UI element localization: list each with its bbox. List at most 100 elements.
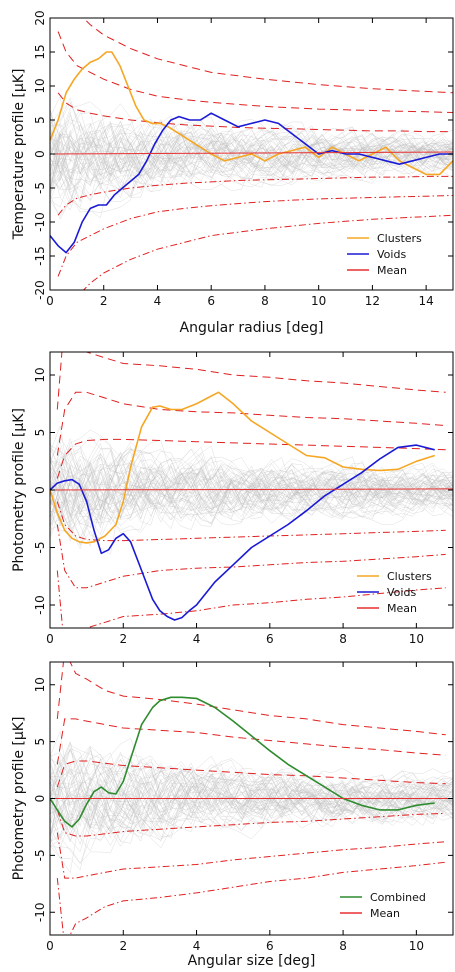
simulation-line: [50, 435, 453, 520]
series-lines: [50, 391, 453, 621]
x-tick-label: 6: [207, 294, 215, 308]
simulation-line: [50, 463, 453, 521]
simulation-line: [50, 759, 453, 830]
simulation-line: [50, 119, 453, 213]
series-line-clusters: [50, 391, 435, 544]
simulation-line: [50, 126, 453, 177]
y-tick-label: 5: [33, 116, 47, 124]
x-tick-label: 4: [193, 939, 201, 953]
panel-photometry-combined: 0 2 4 6 8 10 -10 -5 0 5 10 Angular size [deg] Phot…: [11, 661, 454, 969]
confidence-envelope: [82, 18, 453, 94]
confidence-envelope: [56, 861, 446, 935]
x-tick-label: 8: [339, 632, 347, 646]
simulation-line: [50, 748, 453, 837]
confidence-envelope: [57, 31, 453, 113]
simulation-line: [50, 752, 453, 837]
simulation-line: [50, 467, 453, 526]
simulation-line: [50, 132, 453, 203]
y-tick-label: -15: [33, 246, 47, 266]
simulation-line: [50, 446, 453, 524]
simulation-line: [50, 457, 453, 537]
confidence-envelope: [56, 501, 446, 542]
simulation-line: [50, 131, 453, 203]
y-tick-label: 5: [33, 429, 47, 437]
simulation-line: [50, 761, 453, 829]
y-tick-label: -10: [33, 902, 47, 922]
simulation-lines: [50, 730, 453, 874]
y-tick-label: -10: [33, 212, 47, 232]
simulation-line: [50, 461, 453, 521]
simulation-line: [50, 102, 453, 172]
confidence-envelope: [56, 352, 446, 410]
x-axis-label: Angular size [deg]: [188, 953, 316, 969]
x-tick-label: 14: [418, 294, 433, 308]
simulation-line: [50, 462, 453, 529]
y-axis-label: Temperature profile [μK]: [11, 69, 27, 241]
x-tick-label: 4: [154, 294, 162, 308]
confidence-envelope: [56, 718, 446, 765]
confidence-envelope: [57, 195, 453, 277]
confidence-envelope: [56, 438, 446, 479]
simulation-line: [50, 750, 453, 825]
simulation-line: [50, 769, 453, 853]
panel-photometry-clusters-voids: 0 2 4 6 8 10 -10 -5 0 5 10 Photometry profile [μK]…: [11, 351, 454, 646]
simulation-line: [50, 751, 453, 841]
simulation-line: [50, 757, 453, 836]
simulation-line: [50, 768, 453, 832]
confidence-envelope: [56, 832, 446, 879]
y-axis-label: Photometry profile [μK]: [11, 408, 27, 572]
series-line-clusters: [50, 51, 453, 176]
simulation-line: [50, 437, 453, 525]
simulation-line: [50, 751, 453, 823]
legend-label-voids: Voids: [377, 248, 406, 261]
simulation-line: [50, 741, 453, 831]
confidence-envelope: [56, 524, 446, 589]
x-tick-label: 2: [119, 939, 127, 953]
simulation-line: [50, 124, 453, 196]
simulation-lines: [50, 425, 453, 555]
axis-ticks: 0 2 4 6 8 10 12 14 -20 -15 -10 -5 0 5 10 15 20: [33, 10, 453, 308]
confidence-envelope: [56, 570, 446, 628]
envelope-lines: [56, 352, 446, 628]
simulation-line: [50, 763, 453, 847]
legend-label-clusters: Clusters: [387, 570, 432, 583]
simulation-line: [50, 133, 453, 195]
simulation-line: [50, 445, 453, 529]
x-tick-label: 10: [311, 294, 326, 308]
legend: Clusters Voids Mean: [347, 232, 422, 277]
panel-temperature-profile: 0 2 4 6 8 10 12 14 -20 -15 -10 -5 0 5 10 15 20 Angular r…: [11, 10, 454, 336]
y-tick-label: -10: [33, 595, 47, 615]
simulation-line: [50, 755, 453, 833]
x-axis-label: Angular radius [deg]: [180, 320, 324, 336]
simulation-line: [50, 761, 453, 865]
simulation-line: [50, 468, 453, 538]
axis-ticks: 0 2 4 6 8 10 -10 -5 0 5 10: [33, 352, 453, 646]
series-line-mean: [50, 151, 453, 155]
x-tick-label: 0: [46, 939, 54, 953]
y-tick-label: 5: [33, 738, 47, 746]
simulation-line: [50, 120, 453, 187]
simulation-line: [50, 118, 453, 191]
confidence-envelope: [56, 760, 446, 788]
series-lines: [50, 51, 453, 254]
x-tick-label: 8: [261, 294, 269, 308]
simulation-line: [50, 124, 453, 191]
legend: Combined Mean: [340, 891, 426, 920]
y-tick-label: -5: [33, 542, 47, 554]
y-tick-label: 20: [33, 10, 47, 25]
y-axis-label: Photometry profile [μK]: [11, 717, 27, 881]
y-tick-label: 0: [33, 150, 47, 158]
confidence-envelope: [56, 391, 446, 456]
simulation-line: [50, 767, 453, 846]
series-line-voids: [50, 112, 453, 254]
simulation-line: [50, 468, 453, 525]
series-line-mean: [50, 488, 453, 491]
legend-label-voids: Voids: [387, 586, 416, 599]
x-tick-label: 6: [266, 939, 274, 953]
axis-ticks: 0 2 4 6 8 10 -10 -5 0 5 10: [33, 662, 453, 953]
x-tick-label: 10: [409, 632, 424, 646]
confidence-envelope: [57, 92, 453, 133]
simulation-line: [50, 95, 453, 180]
x-tick-label: 6: [266, 632, 274, 646]
